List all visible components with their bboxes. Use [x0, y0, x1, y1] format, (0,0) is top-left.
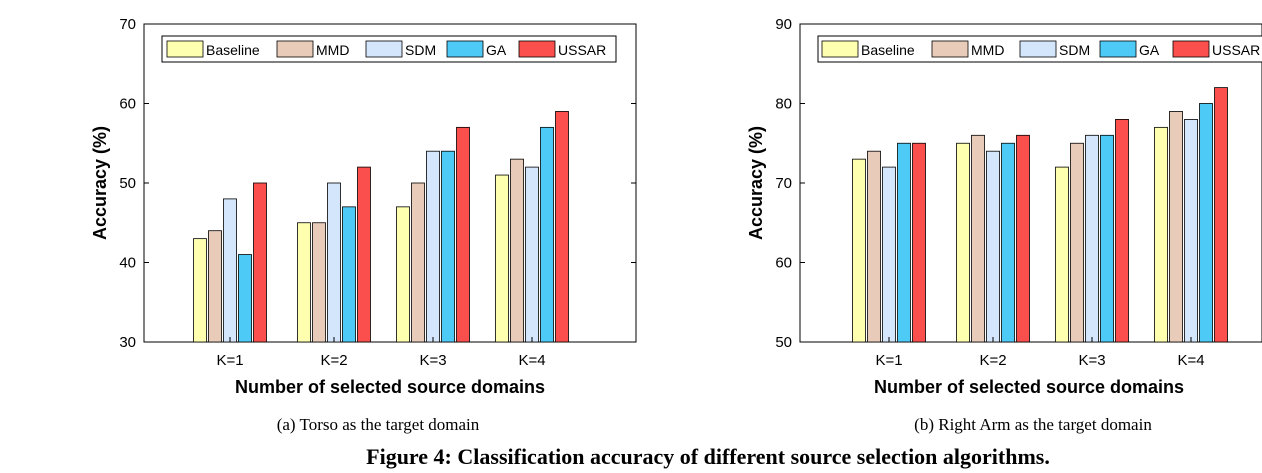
legend-swatch-ga: [446, 40, 484, 58]
legend-swatch-mmd: [276, 40, 314, 58]
x-axis-title: Number of selected source domains: [235, 377, 545, 397]
bar-baseline-k3: [1055, 166, 1069, 343]
y-tick-label: 50: [775, 334, 792, 351]
chart-torso: 30 40 50 60 70 K=1 K=2 K=3 K=4 Number of selected…: [90, 16, 637, 434]
legend-label-baseline: Baseline: [861, 42, 915, 58]
figure-caption: Figure 4: Classification accuracy of dif…: [366, 444, 1050, 469]
legend-label-baseline: Baseline: [206, 42, 260, 58]
y-tick-label: 50: [119, 175, 136, 192]
bar-baseline-k2: [956, 142, 970, 343]
bar-sdm-k4: [1184, 119, 1198, 343]
subfigure-caption: (b) Right Arm as the target domain: [914, 415, 1152, 434]
bar-ga-k4: [540, 126, 554, 343]
bar-baseline-k1: [193, 238, 207, 343]
y-tick-label: 70: [119, 16, 136, 33]
y-tick-label: 90: [775, 16, 792, 33]
bar-ga-k4: [1199, 103, 1213, 343]
chart-right-arm: 50 60 70 80 90 K=1 K=2 K=3 K=4 Number of selected…: [746, 16, 1262, 434]
bar-mmd-k3: [1070, 142, 1084, 343]
bar-ussar-k1: [912, 142, 926, 343]
bar-ussar-k4: [555, 111, 569, 343]
bar-ussar-k4: [1214, 87, 1228, 343]
bar-ussar-k1: [253, 182, 267, 343]
bar-sdm-k1: [223, 198, 237, 343]
y-tick-label: 60: [119, 96, 136, 113]
bar-ussar-k3: [1115, 119, 1129, 343]
legend-swatch-ussar: [1172, 40, 1210, 58]
x-tick-label: K=1: [875, 352, 902, 369]
y-tick-label: 70: [775, 175, 792, 192]
bar-ga-k1: [897, 142, 911, 343]
bar-ussar-k2: [357, 166, 371, 343]
y-axis-title: Accuracy (%): [90, 126, 110, 240]
bar-mmd-k1: [208, 230, 222, 343]
legend-label-mmd: MMD: [971, 42, 1004, 58]
x-tick-label: K=3: [1078, 352, 1105, 369]
y-axis-title: Accuracy (%): [746, 126, 766, 240]
bar-ussar-k3: [456, 126, 470, 343]
legend-swatch-mmd: [931, 40, 969, 58]
bar-ga-k2: [342, 206, 356, 343]
legend-label-ga: GA: [486, 42, 507, 58]
bar-sdm-k2: [986, 150, 1000, 343]
x-tick-label: K=4: [1177, 352, 1204, 369]
bar-baseline-k4: [495, 174, 509, 343]
bar-sdm-k1: [882, 166, 896, 343]
bar-baseline-k4: [1154, 126, 1168, 343]
bar-ga-k2: [1001, 142, 1015, 343]
legend-label-ussar: USSAR: [558, 42, 606, 58]
x-tick-label: K=4: [518, 352, 545, 369]
legend-swatch-baseline: [821, 40, 859, 58]
legend-swatch-ga: [1099, 40, 1137, 58]
x-tick-label: K=2: [320, 352, 347, 369]
subfigure-caption: (a) Torso as the target domain: [277, 415, 480, 434]
bar-sdm-k3: [426, 150, 440, 343]
legend-label-mmd: MMD: [316, 42, 349, 58]
x-tick-label: K=3: [419, 352, 446, 369]
bar-sdm-k2: [327, 182, 341, 343]
legend-label-sdm: SDM: [405, 42, 436, 58]
x-tick-label: K=2: [979, 352, 1006, 369]
x-axis-title: Number of selected source domains: [874, 377, 1184, 397]
bar-mmd-k4: [1169, 111, 1183, 343]
legend-swatch-ussar: [518, 40, 556, 58]
y-tick-label: 30: [119, 334, 136, 351]
legend-label-sdm: SDM: [1059, 42, 1090, 58]
bar-baseline-k3: [396, 206, 410, 343]
legend-swatch-baseline: [166, 40, 204, 58]
bar-ussar-k2: [1016, 134, 1030, 343]
legend-label-ussar: USSAR: [1212, 42, 1260, 58]
bar-sdm-k4: [525, 166, 539, 343]
bar-mmd-k2: [971, 134, 985, 343]
legend: Baseline MMD SDM GA USSAR: [161, 35, 617, 63]
bar-sdm-k3: [1085, 134, 1099, 343]
legend: Baseline MMD SDM GA USSAR: [817, 35, 1262, 63]
bar-mmd-k2: [312, 222, 326, 343]
y-tick-label: 60: [775, 255, 792, 272]
bar-mmd-k4: [510, 158, 524, 343]
bar-mmd-k1: [867, 150, 881, 343]
legend-swatch-sdm: [365, 40, 403, 58]
bar-baseline-k1: [852, 158, 866, 343]
y-tick-label: 40: [119, 255, 136, 272]
legend-label-ga: GA: [1139, 42, 1160, 58]
bar-ga-k3: [1100, 134, 1114, 343]
bar-baseline-k2: [297, 222, 311, 343]
bar-ga-k3: [441, 150, 455, 343]
y-tick-label: 80: [775, 96, 792, 113]
bar-mmd-k3: [411, 182, 425, 343]
bar-ga-k1: [238, 254, 252, 343]
legend-swatch-sdm: [1019, 40, 1057, 58]
x-tick-label: K=1: [216, 352, 243, 369]
